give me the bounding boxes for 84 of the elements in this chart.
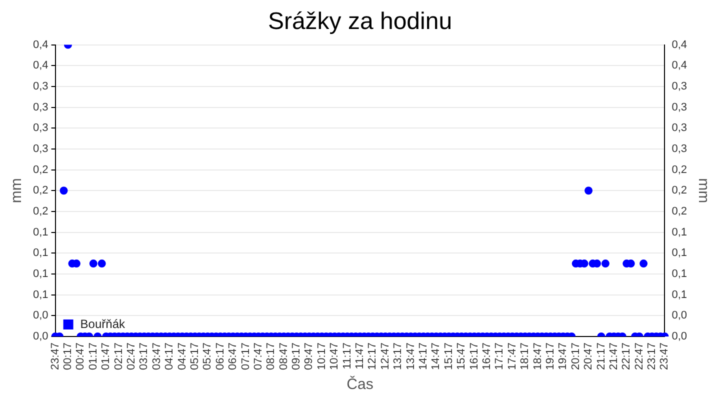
x-tick-label: 22:17 <box>620 342 633 370</box>
legend-label: Bouřňák <box>80 316 126 331</box>
x-tick-label: 14:17 <box>418 342 430 370</box>
x-tick-label: 21:47 <box>608 342 620 370</box>
y-tick-label: 0,1 <box>32 268 48 280</box>
x-tick-label: 10:47 <box>328 342 341 370</box>
x-tick-label: 04:17 <box>164 342 176 370</box>
x-tick-label: 01:47 <box>100 342 112 370</box>
y2-tick-label: 0,1 <box>672 247 688 260</box>
x-tick-label: 22:47 <box>633 342 646 370</box>
x-axis-title: Čas <box>346 375 374 394</box>
y2-tick-label: 0,1 <box>672 268 688 280</box>
x-tick-label: 12:47 <box>379 342 392 370</box>
y2-tick-label: 0,2 <box>672 184 688 197</box>
y-tick-label: 0,0 <box>32 330 48 343</box>
x-tick-label: 23:47 <box>49 342 62 370</box>
x-tick-label: 06:17 <box>214 342 226 370</box>
y-tick-label: 0,1 <box>32 288 48 301</box>
x-tick-label: 17:17 <box>494 342 506 370</box>
x-tick-label: 05:47 <box>202 342 214 370</box>
x-tick-label: 18:17 <box>519 342 532 370</box>
x-tick-label: 01:17 <box>87 342 100 370</box>
y-tick-label: 0,2 <box>32 184 48 197</box>
y-tick-label: 0,0 <box>32 310 48 322</box>
x-tick-label: 23:47 <box>658 342 671 370</box>
y2-tick-label: 0,4 <box>672 60 688 72</box>
x-tick-label: 15:47 <box>456 342 468 370</box>
x-tick-label: 13:47 <box>404 342 417 370</box>
x-tick-label: 06:47 <box>227 342 240 370</box>
x-tick-label: 09:47 <box>303 342 316 370</box>
y-tick-label: 0,4 <box>32 60 48 72</box>
y2-tick-label: 0,3 <box>672 80 688 92</box>
x-tick-label: 00:47 <box>74 342 87 370</box>
x-tick-label: 21:17 <box>595 342 608 370</box>
x-tick-label: 03:17 <box>138 342 150 370</box>
y2-axis-title: mm <box>694 178 712 204</box>
y-tick-label: 0,4 <box>32 38 48 51</box>
y2-tick-label: 0,0 <box>672 330 688 343</box>
x-tick-label: 13:17 <box>392 342 404 370</box>
chart-title: Srážky za hodinu <box>268 8 452 36</box>
y2-tick-label: 0,3 <box>672 101 688 114</box>
x-tick-label: 12:17 <box>366 342 379 370</box>
x-tick-label: 08:17 <box>265 342 278 370</box>
x-tick-label: 02:47 <box>126 342 138 370</box>
x-tick-label: 16:47 <box>480 342 493 370</box>
x-tick-label: 14:47 <box>430 342 442 370</box>
x-tick-label: 19:47 <box>557 342 570 370</box>
x-tick-label: 11:47 <box>354 342 366 370</box>
y-tick-label: 0,3 <box>32 101 48 114</box>
x-tick-label: 11:17 <box>341 342 354 370</box>
x-tick-label: 07:47 <box>252 342 264 370</box>
y2-tick-label: 0,2 <box>672 206 688 218</box>
y2-tick-label: 0,1 <box>672 288 688 301</box>
x-tick-label: 20:47 <box>582 342 595 370</box>
x-tick-label: 23:17 <box>646 342 658 370</box>
y2-tick-label: 0,4 <box>672 38 688 51</box>
x-tick-label: 05:17 <box>188 342 201 370</box>
x-tick-label: 18:47 <box>532 342 544 370</box>
y-tick-label: 0,3 <box>32 80 48 92</box>
x-tick-label: 03:47 <box>150 342 163 370</box>
y-tick-label: 0,3 <box>32 143 48 156</box>
x-tick-label: 08:47 <box>278 342 290 370</box>
y2-tick-label: 0,0 <box>672 310 688 322</box>
y-tick-label: 0,1 <box>32 247 48 260</box>
y-axis-title: mm <box>8 178 26 204</box>
y2-tick-label: 0,3 <box>672 122 688 134</box>
y2-tick-label: 0,3 <box>672 143 688 156</box>
x-tick-label: 17:47 <box>506 342 518 370</box>
x-tick-label: 09:17 <box>290 342 303 370</box>
x-tick-label: 00:17 <box>62 342 74 370</box>
x-tick-label: 02:17 <box>112 342 125 370</box>
y2-tick-label: 0,1 <box>672 226 688 238</box>
y-tick-label: 0,2 <box>32 164 48 176</box>
x-tick-label: 16:17 <box>468 342 480 370</box>
y-tick-label: 0,2 <box>32 206 48 218</box>
x-tick-label: 07:17 <box>240 342 252 370</box>
y-tick-label: 0,1 <box>32 226 48 238</box>
x-tick-label: 19:17 <box>544 342 556 370</box>
y-tick-label: 0,3 <box>32 122 48 134</box>
y2-tick-label: 0,2 <box>672 164 688 176</box>
x-tick-label: 10:17 <box>316 342 328 370</box>
x-tick-label: 20:17 <box>570 342 582 370</box>
x-tick-label: 15:17 <box>442 342 455 370</box>
x-tick-label: 04:47 <box>176 342 188 370</box>
